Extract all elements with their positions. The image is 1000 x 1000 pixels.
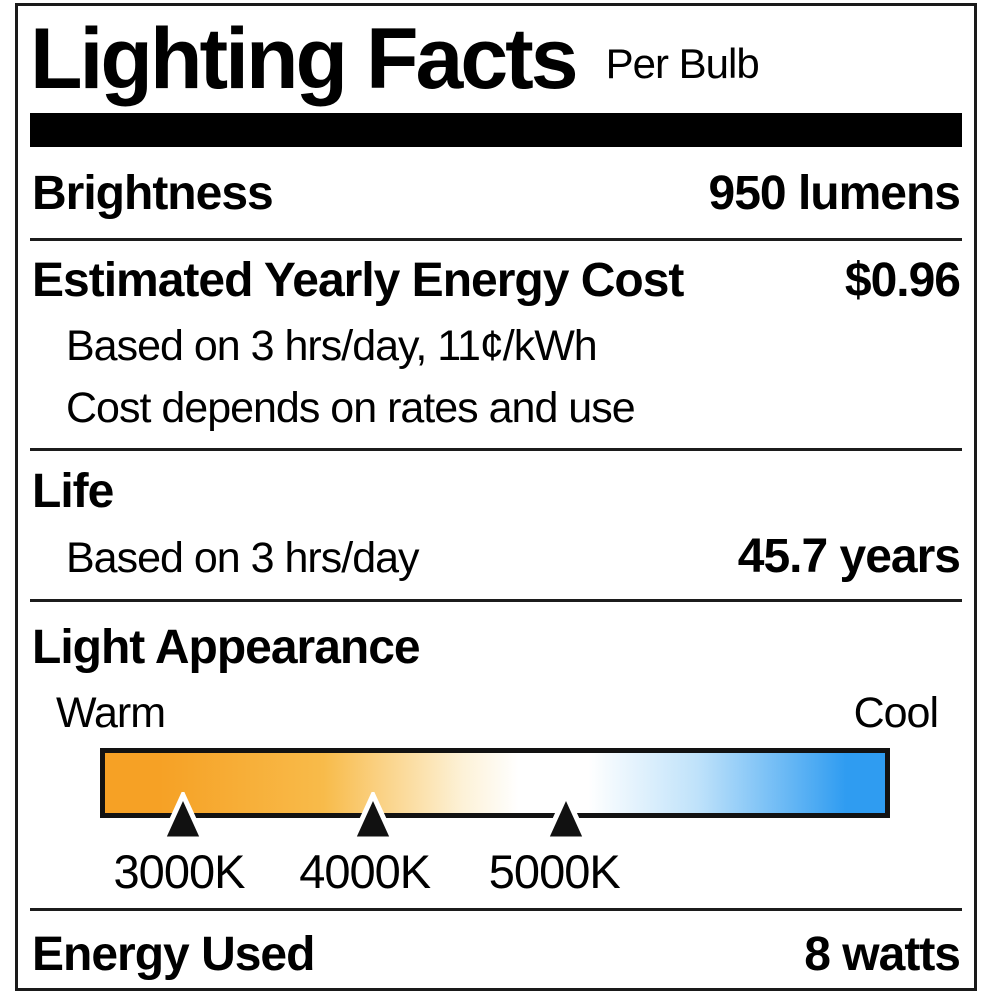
energy-cost-value: $0.96 [844,253,961,307]
energy-used-row: Energy Used 8 watts [30,907,962,1000]
triangle-marker-3000k-icon [159,791,206,841]
title-separator-bar [30,113,962,148]
tick-3000k: 3000K [113,844,246,898]
brightness-label: Brightness [32,167,274,221]
tick-5000k: 5000K [488,844,621,898]
warm-label: Warm [56,688,166,737]
triangle-marker-4000k-icon [349,791,396,841]
kelvin-tick-labels: 3000K 4000K 5000K [100,844,890,898]
title-qualifier: Per Bulb [605,40,760,87]
color-temperature-scale: 3000K 4000K 5000K [100,747,890,898]
lighting-facts-label: Lighting Facts Per Bulb Brightness 950 l… [15,3,977,991]
energy-cost-row: Estimated Yearly Energy Cost $0.96 [32,253,961,308]
energy-cost-disclaimer-note: Cost depends on rates and use [66,383,636,432]
cool-label: Cool [853,688,939,737]
energy-used-label: Energy Used [32,927,315,981]
energy-cost-label: Estimated Yearly Energy Cost [32,253,684,307]
triangle-marker-5000k-icon [543,791,590,841]
brightness-row: Brightness 950 lumens [30,147,962,238]
life-value: 45.7 years [737,530,961,583]
life-row: Based on 3 hrs/day 45.7 years [32,530,961,584]
energy-cost-rate-note: Based on 3 hrs/day, 11¢/kWh [66,321,598,370]
title-row: Lighting Facts Per Bulb [30,11,962,107]
warm-cool-row: Warm Cool [56,688,939,738]
life-label: Life [32,465,114,519]
color-temperature-gradient-bar [100,747,890,818]
energy-cost-section: Estimated Yearly Energy Cost $0.96 Based… [30,237,962,448]
light-appearance-section: Light Appearance Warm Cool 3000K 4000K 5… [30,598,962,908]
brightness-value: 950 lumens [708,167,961,221]
life-basis-note: Based on 3 hrs/day [66,534,420,582]
tick-4000k: 4000K [299,844,431,898]
energy-used-value: 8 watts [804,927,961,981]
page-title: Lighting Facts [30,11,579,107]
light-appearance-label: Light Appearance [32,620,421,674]
life-section: Life Based on 3 hrs/day 45.7 years [30,448,962,599]
